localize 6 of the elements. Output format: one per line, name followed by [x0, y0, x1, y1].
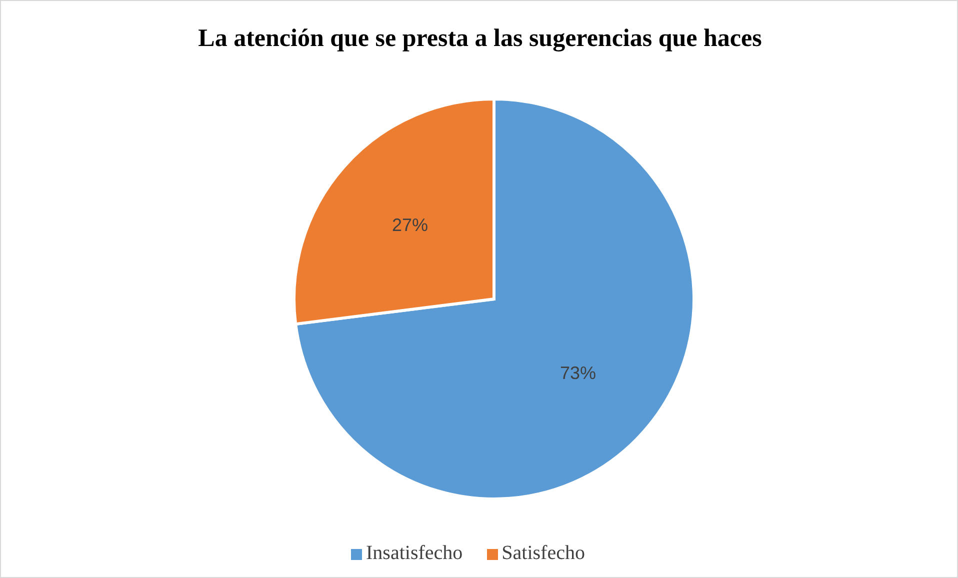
chart-title: La atención que se presta a las sugerencias que haces	[197, 25, 763, 53]
data-label: 73%	[560, 363, 596, 384]
legend-label: Insatisfecho	[366, 542, 463, 564]
pie-slice	[294, 98, 696, 500]
data-label: 27%	[392, 214, 428, 235]
legend-label: Satisfecho	[502, 542, 585, 564]
